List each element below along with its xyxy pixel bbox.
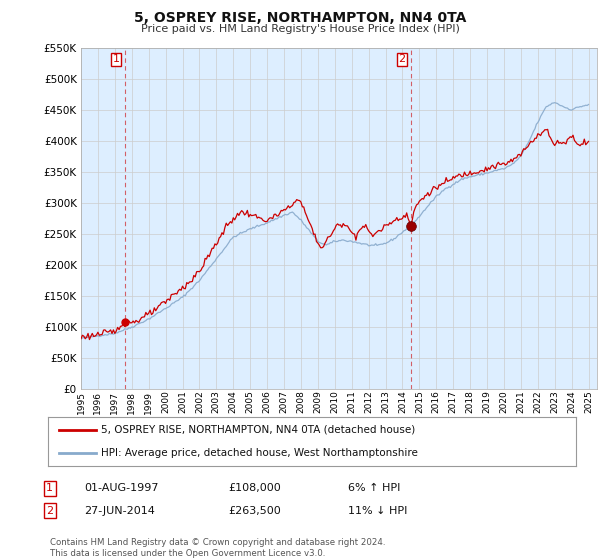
Text: 5, OSPREY RISE, NORTHAMPTON, NN4 0TA: 5, OSPREY RISE, NORTHAMPTON, NN4 0TA [134,11,466,25]
Text: 6% ↑ HPI: 6% ↑ HPI [348,483,400,493]
Text: £263,500: £263,500 [228,506,281,516]
Text: Price paid vs. HM Land Registry's House Price Index (HPI): Price paid vs. HM Land Registry's House … [140,24,460,34]
Text: 01-AUG-1997: 01-AUG-1997 [84,483,158,493]
Text: 1: 1 [46,483,53,493]
Text: 2: 2 [46,506,53,516]
Text: 27-JUN-2014: 27-JUN-2014 [84,506,155,516]
Text: HPI: Average price, detached house, West Northamptonshire: HPI: Average price, detached house, West… [101,447,418,458]
Text: 11% ↓ HPI: 11% ↓ HPI [348,506,407,516]
Text: 5, OSPREY RISE, NORTHAMPTON, NN4 0TA (detached house): 5, OSPREY RISE, NORTHAMPTON, NN4 0TA (de… [101,425,415,435]
Text: 2: 2 [398,54,406,64]
Text: £108,000: £108,000 [228,483,281,493]
Text: Contains HM Land Registry data © Crown copyright and database right 2024.
This d: Contains HM Land Registry data © Crown c… [50,538,385,558]
Text: 1: 1 [113,54,119,64]
